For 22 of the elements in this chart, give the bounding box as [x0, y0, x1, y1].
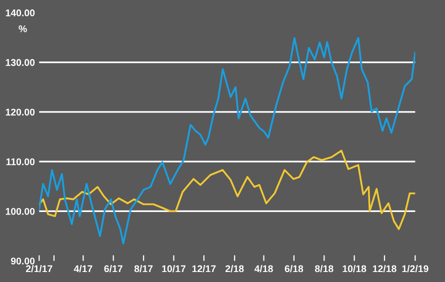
x-tick-label: 8/17 [134, 265, 153, 272]
y-tick-label: 140.00 [6, 9, 35, 16]
y-tick-label: 120.00 [6, 108, 35, 116]
y-tick-label: 90.00 [11, 258, 35, 264]
x-tick-label: 12/18 [372, 265, 396, 272]
x-tick-label: 4/18 [254, 265, 273, 272]
line-series [39, 150, 416, 230]
x-tick-label: 2/1/17 [26, 265, 52, 272]
x-tick-label: 6/18 [284, 265, 304, 272]
x-tick-label: 8/18 [314, 265, 334, 272]
line-series [39, 37, 416, 244]
x-tick-label: 12/17 [192, 265, 216, 272]
x-tick-label: 10/18 [342, 265, 366, 272]
y-tick-label: 100.00 [6, 208, 35, 215]
y-axis-title: % [18, 25, 27, 32]
x-tick-label: 2/18 [225, 265, 244, 272]
y-tick-label: 110.00 [6, 158, 35, 166]
x-tick-label: 6/17 [104, 265, 122, 272]
x-tick-label: 4/17 [74, 265, 92, 272]
y-tick-label: 130.00 [6, 59, 35, 66]
x-tick-label: 1/2/19 [402, 265, 428, 272]
x-tick-label: 10/17 [162, 265, 186, 272]
